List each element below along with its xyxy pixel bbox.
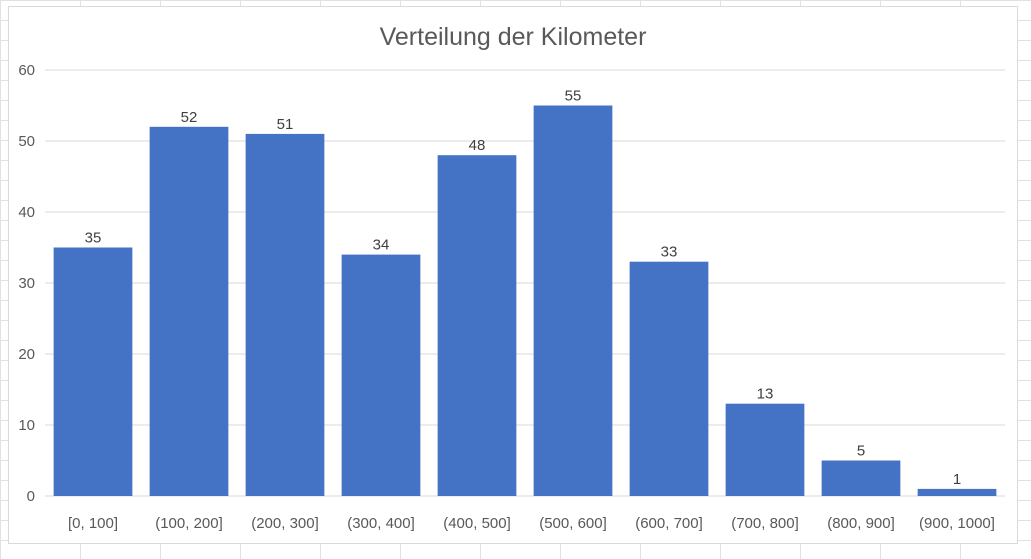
bar[interactable]	[149, 126, 229, 497]
data-label: 34	[373, 237, 390, 254]
y-tick-label: 30	[18, 275, 35, 292]
y-tick-label: 40	[18, 204, 35, 221]
data-label: 51	[277, 116, 294, 133]
bar-chart: Verteilung der Kilometer 0 10 20 30 40 50 60 3…	[18, 23, 1005, 532]
bar[interactable]	[533, 105, 613, 497]
x-tick-label: (200, 300]	[251, 515, 319, 532]
data-label: 5	[857, 443, 865, 460]
bar[interactable]	[245, 133, 325, 496]
bar[interactable]	[629, 261, 709, 496]
data-label: 48	[469, 137, 486, 154]
bars	[53, 105, 997, 497]
x-tick-label: (400, 500]	[443, 515, 511, 532]
bar[interactable]	[725, 403, 805, 496]
data-label: 13	[757, 386, 774, 403]
chart-title: Verteilung der Kilometer	[380, 23, 647, 51]
data-label: 35	[85, 230, 102, 247]
data-label: 1	[953, 471, 961, 488]
data-label: 33	[661, 244, 678, 261]
x-tick-label: (900, 1000]	[919, 515, 995, 532]
x-tick-label: [0, 100]	[68, 515, 118, 532]
x-tick-label: (800, 900]	[827, 515, 895, 532]
data-label: 55	[565, 88, 582, 105]
x-axis-tick-labels: [0, 100] (100, 200] (200, 300] (300, 400] (4…	[68, 515, 995, 532]
x-tick-label: (300, 400]	[347, 515, 415, 532]
bar[interactable]	[53, 247, 133, 497]
x-tick-label: (500, 600]	[539, 515, 607, 532]
y-tick-label: 10	[18, 417, 35, 434]
data-label: 52	[181, 109, 198, 126]
y-tick-label: 60	[18, 62, 35, 79]
y-tick-label: 20	[18, 346, 35, 363]
y-tick-label: 0	[27, 488, 35, 505]
bar[interactable]	[821, 460, 901, 497]
y-axis-tick-labels: 0 10 20 30 40 50 60	[18, 62, 35, 505]
x-tick-label: (600, 700]	[635, 515, 703, 532]
bar[interactable]	[341, 254, 421, 496]
x-tick-label: (700, 800]	[731, 515, 799, 532]
chart-area[interactable]: Verteilung der Kilometer 0 10 20 30 40 50 60 3…	[8, 6, 1018, 544]
bar[interactable]	[917, 488, 997, 496]
y-tick-label: 50	[18, 133, 35, 150]
bar[interactable]	[437, 155, 517, 496]
x-tick-label: (100, 200]	[155, 515, 223, 532]
